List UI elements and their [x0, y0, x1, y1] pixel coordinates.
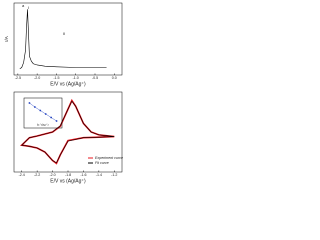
- x-tick-label: -2.4: [19, 173, 25, 177]
- x-tick-label: -2.2: [34, 173, 40, 177]
- plot-frame: [23, 97, 63, 129]
- x-axis-label: t¹ᐟ²/s¹ᐟ²: [37, 123, 49, 127]
- figure: -2.5 -2.0 -1.5 -1.0 -0.5 0.0 E/V vs (Ag/Ag⁺) I/…: [4, 2, 123, 184]
- x-tick-label: -1.8: [65, 173, 71, 177]
- annotation: a: [22, 3, 25, 8]
- data-line: [19, 98, 115, 165]
- x-tick-label: -2.0: [49, 173, 55, 177]
- x-tick-label: -1.0: [73, 76, 79, 80]
- data-point: [33, 106, 36, 108]
- plot-frame: [13, 2, 123, 76]
- x-tick-label: -0.5: [92, 76, 98, 80]
- fit-line: [29, 102, 57, 122]
- x-tick-label: -1.4: [96, 173, 102, 177]
- y-axis-label: I/A: [4, 36, 9, 42]
- annotation: II: [63, 31, 65, 36]
- x-axis-label: E/V vs (Ag/Ag⁺): [50, 178, 86, 184]
- x-tick-label: -1.2: [111, 173, 117, 177]
- annotation: I: [28, 5, 29, 10]
- x-tick-label: 0.0: [112, 76, 117, 80]
- data-point: [44, 113, 47, 115]
- x-tick-label: -2.5: [15, 76, 21, 80]
- legend-label: Experiment curve: [95, 156, 123, 160]
- data-line: [21, 100, 115, 164]
- x-axis-label: E/V vs (Ag/Ag⁺): [50, 81, 86, 87]
- data-point: [39, 109, 42, 112]
- x-tick-label: -1.5: [53, 76, 59, 80]
- x-tick-label: -1.6: [80, 173, 86, 177]
- data-point: [28, 102, 31, 104]
- data-point: [50, 116, 53, 119]
- data-point: [55, 120, 58, 122]
- data-line: [19, 9, 107, 69]
- legend-label: Fit curve: [95, 161, 109, 165]
- x-tick-label: -2.0: [34, 76, 40, 80]
